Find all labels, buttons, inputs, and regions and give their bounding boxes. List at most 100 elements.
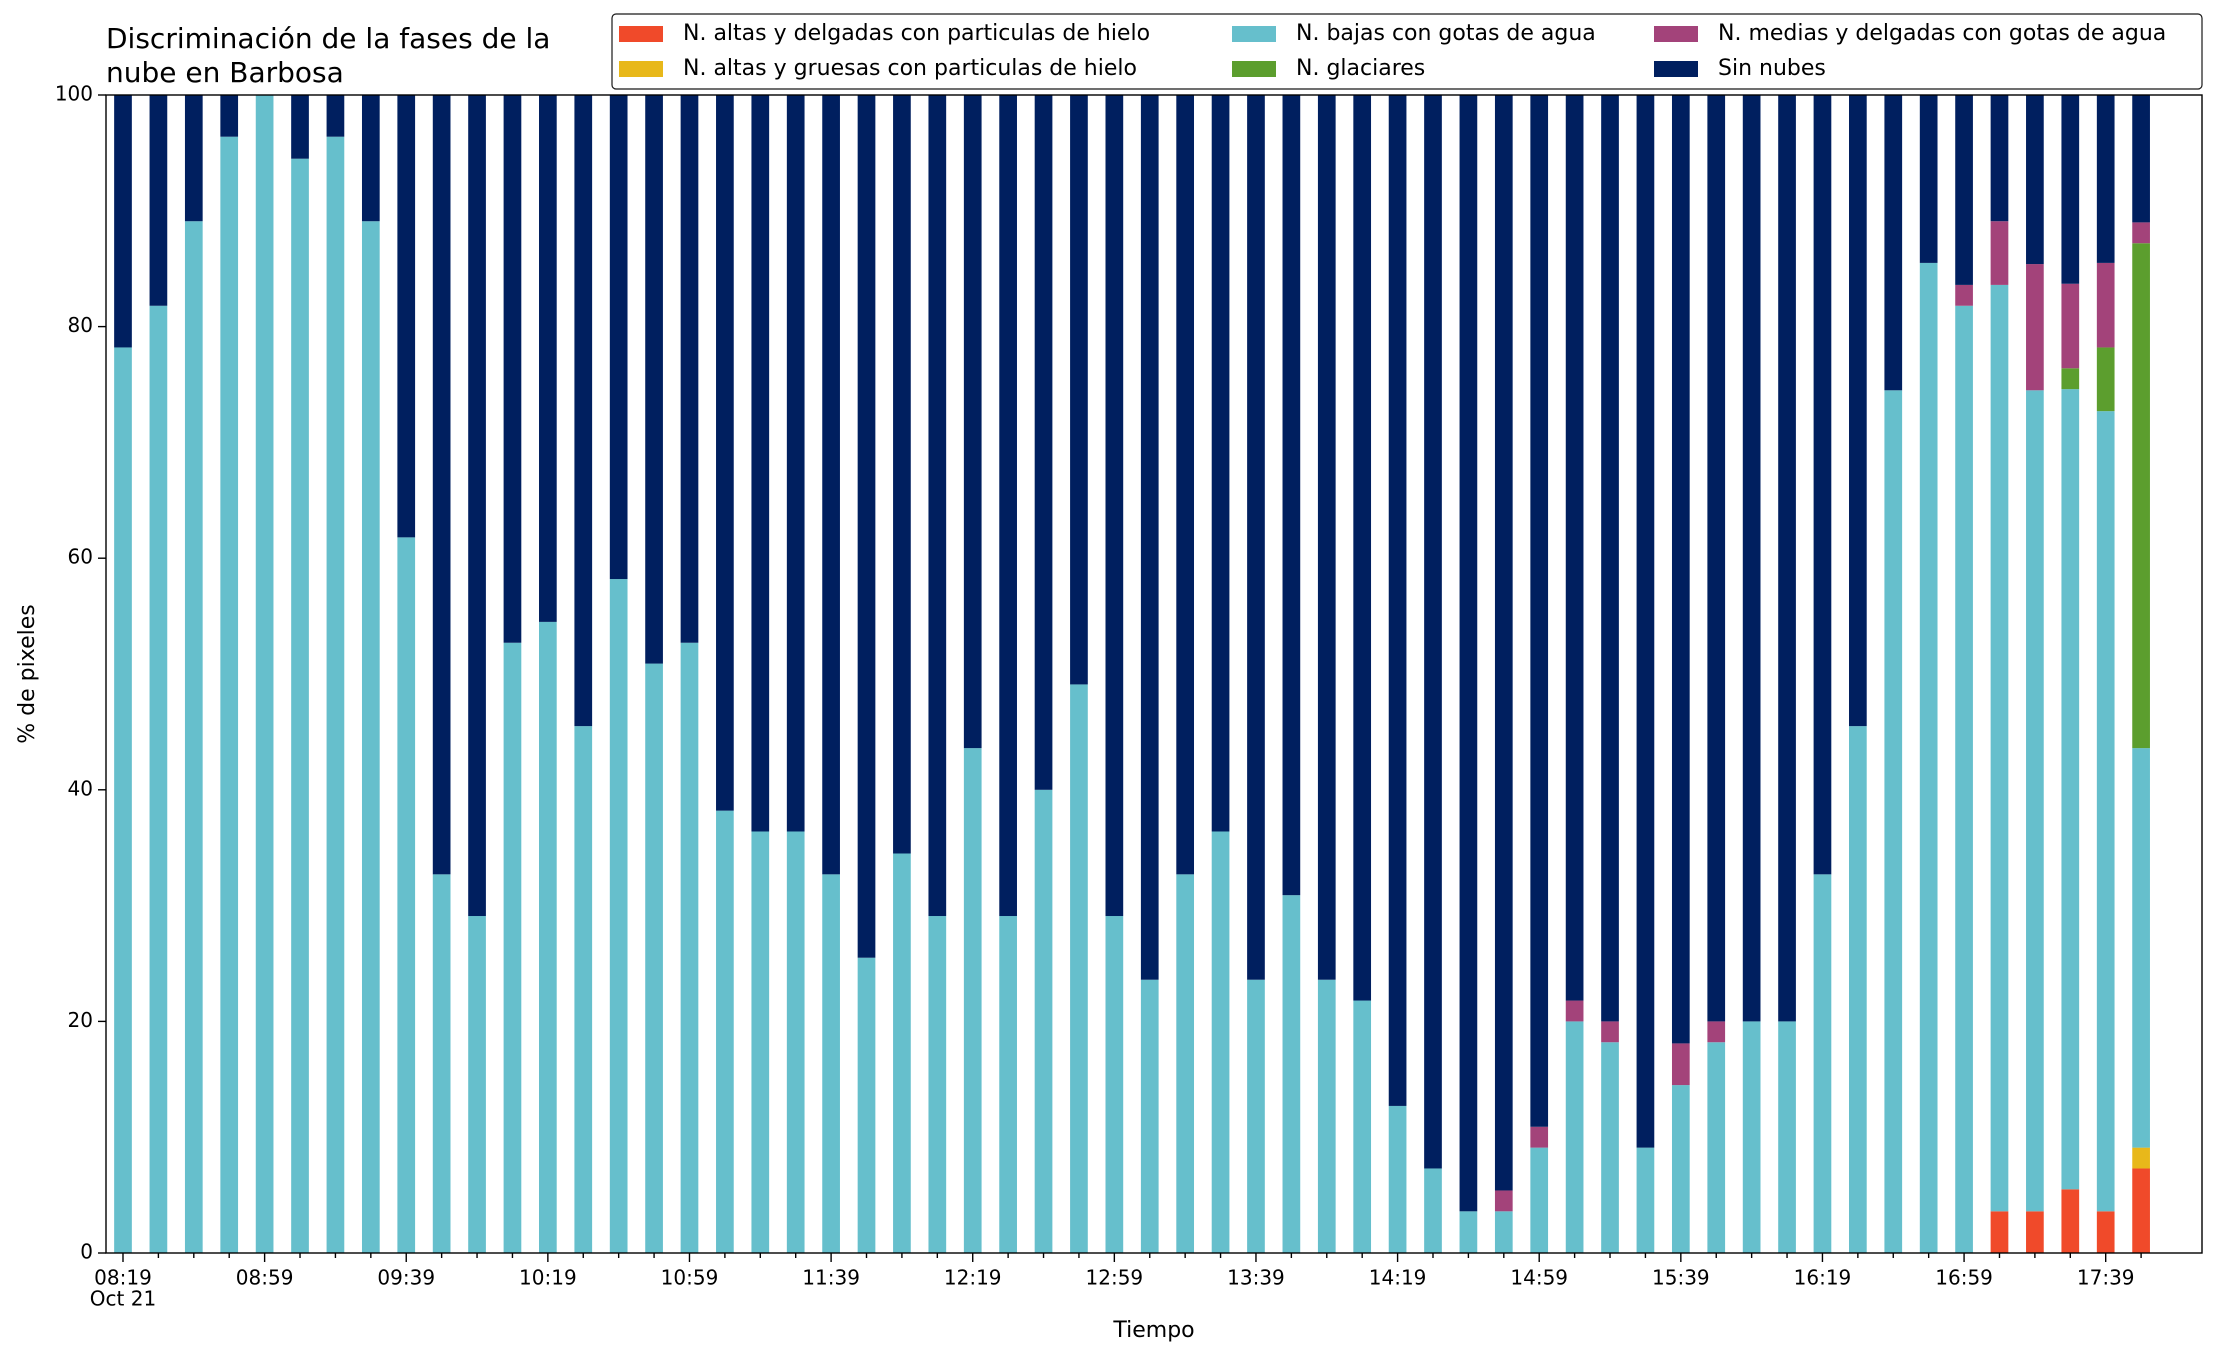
bar-segment [1353,1000,1372,1253]
bar-segment [149,95,168,306]
bar-segment [574,726,593,1253]
bar-segment [2096,262,2115,348]
bar-segment [326,95,345,137]
y-tick-label: 0 [80,1240,93,1264]
x-tick-label: 12:59 [1086,1266,1144,1290]
chart-title: Discriminación de la fases de la nube en… [106,22,551,89]
x-tick-label: 09:39 [377,1266,435,1290]
legend-swatch [1232,61,1276,77]
bar-segment [1884,390,1903,1253]
bar-segment [1955,305,1973,1254]
bar-segment [786,831,805,1253]
y-tick-label: 20 [68,1008,93,1032]
bar-segment [1034,95,1053,790]
bar-segment [114,95,132,348]
bar-segment [220,95,239,137]
bar-segment [1070,684,1088,1253]
bar-segment [1636,1147,1655,1253]
bar-segment [2061,389,2080,1190]
bar-segment [1494,1211,1513,1253]
bar-segment [645,663,663,1253]
bar-segment [539,95,557,622]
bar-segment [361,221,380,1253]
bar-segment [1494,95,1513,1191]
bar-segment [1742,95,1761,1022]
bar-segment [1317,95,1336,980]
x-tick-label: 16:59 [1935,1266,1993,1290]
legend-swatch [1654,26,1698,42]
bar-segment [2061,1189,2080,1253]
bar-segment [2061,283,2080,369]
legend-label: N. altas y delgadas con particulas de hi… [683,21,1150,46]
bar-segment [1070,95,1088,685]
bar-segment [2096,1211,2115,1253]
bar-segment [1459,1211,1478,1253]
bar-segment [1565,1021,1584,1253]
bar-segment [1813,874,1832,1253]
bar-segment [397,95,416,538]
bar-segment [2026,264,2044,391]
bar-segment [503,95,522,643]
bar-segment [822,95,840,875]
bar-segment [1636,95,1655,1148]
bar-segment [1282,895,1301,1253]
x-tick-label: 12:19 [944,1266,1002,1290]
bar-segment [1955,284,1973,306]
bar-segment [1424,1168,1442,1253]
bar-segment [184,221,203,1253]
bar-segment [1176,874,1195,1253]
bar-segment [1140,95,1159,980]
bar-segment [1140,979,1159,1253]
bar-segment [2132,1147,2150,1169]
bar-segment [468,95,486,917]
bar-segment [1282,95,1301,896]
bar-segment [220,136,239,1254]
x-tick-label: 14:19 [1369,1266,1427,1290]
bar-segment [1990,221,2009,285]
bar-segment [963,95,982,749]
y-tick-label: 60 [68,545,93,569]
bar-segment [893,95,911,854]
bar-segment [2026,390,2044,1212]
bar-segment [1317,979,1336,1253]
bar-segment [2026,95,2044,265]
bar-segment [1601,1042,1619,1253]
bar-segment [645,95,663,664]
bar-segment [1530,95,1549,1127]
bar-segment [1105,916,1124,1253]
bar-segment [503,642,522,1253]
legend-swatch [1232,26,1276,42]
x-tick-label: 16:19 [1794,1266,1852,1290]
bar-segment [928,95,947,917]
x-tick-label: 15:39 [1652,1266,1710,1290]
bar-segment [1211,831,1230,1253]
bar-segment [291,95,309,159]
bar-segment [1105,95,1124,917]
bar-segment [1459,95,1478,1212]
bar-segment [1353,95,1372,1001]
bar-segment [1884,95,1903,391]
x-axis-label: Tiempo [1112,1318,1194,1343]
x-tick-label: 14:59 [1510,1266,1568,1290]
bar-segment [680,642,699,1253]
bar-segment [432,874,451,1253]
bar-segment [857,957,876,1253]
bar-segment [326,136,345,1254]
plot-frame [105,94,2203,1254]
bar-segment [1742,1021,1761,1253]
bar-segment [893,853,911,1253]
x-tick-label: 10:19 [519,1266,577,1290]
bar-segment [1247,979,1265,1253]
legend-label: N. altas y gruesas con particulas de hie… [683,56,1137,81]
bar-segment [1530,1147,1549,1253]
x-tick-label: 13:39 [1227,1266,1285,1290]
legend-box [611,13,2203,90]
bar-segment [1707,1021,1726,1043]
bar-segment [822,874,840,1253]
bar-segment [1919,95,1938,263]
bar-segment [1211,95,1230,832]
bar-segment [1990,284,2009,1212]
bar-segment [1919,262,1938,1253]
bar-segment [2061,368,2080,390]
legend-label: N. medias y delgadas con gotas de agua [1718,21,2166,46]
